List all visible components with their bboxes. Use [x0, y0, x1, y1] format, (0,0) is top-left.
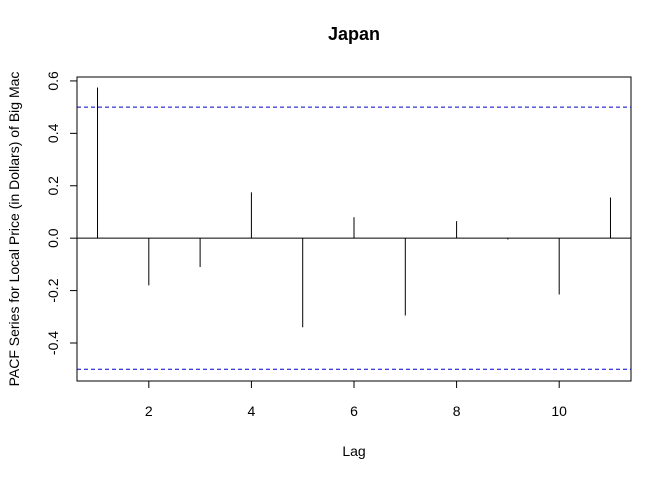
x-tick-label: 2	[145, 403, 153, 419]
y-axis-label: PACF Series for Local Price (in Dollars)…	[6, 72, 22, 387]
x-axis: 2 4 6 8 10	[145, 380, 567, 419]
y-tick-label: 0.6	[45, 71, 61, 91]
pacf-bars	[97, 87, 611, 328]
x-tick-label: 6	[350, 403, 358, 419]
confidence-bounds	[77, 106, 631, 370]
y-tick-label: 0.0	[45, 228, 61, 248]
y-tick-label: 0.2	[45, 176, 61, 196]
y-tick-label: -0.2	[45, 278, 61, 302]
x-tick-label: 10	[551, 403, 567, 419]
chart-title: Japan	[328, 24, 380, 44]
x-axis-label: Lag	[342, 443, 365, 459]
x-tick-label: 8	[453, 403, 461, 419]
y-tick-label: 0.4	[45, 123, 61, 143]
x-tick-label: 4	[248, 403, 256, 419]
y-tick-label: -0.4	[45, 331, 61, 355]
y-axis: -0.4 -0.2 0.0 0.2 0.4 0.6	[45, 71, 78, 355]
